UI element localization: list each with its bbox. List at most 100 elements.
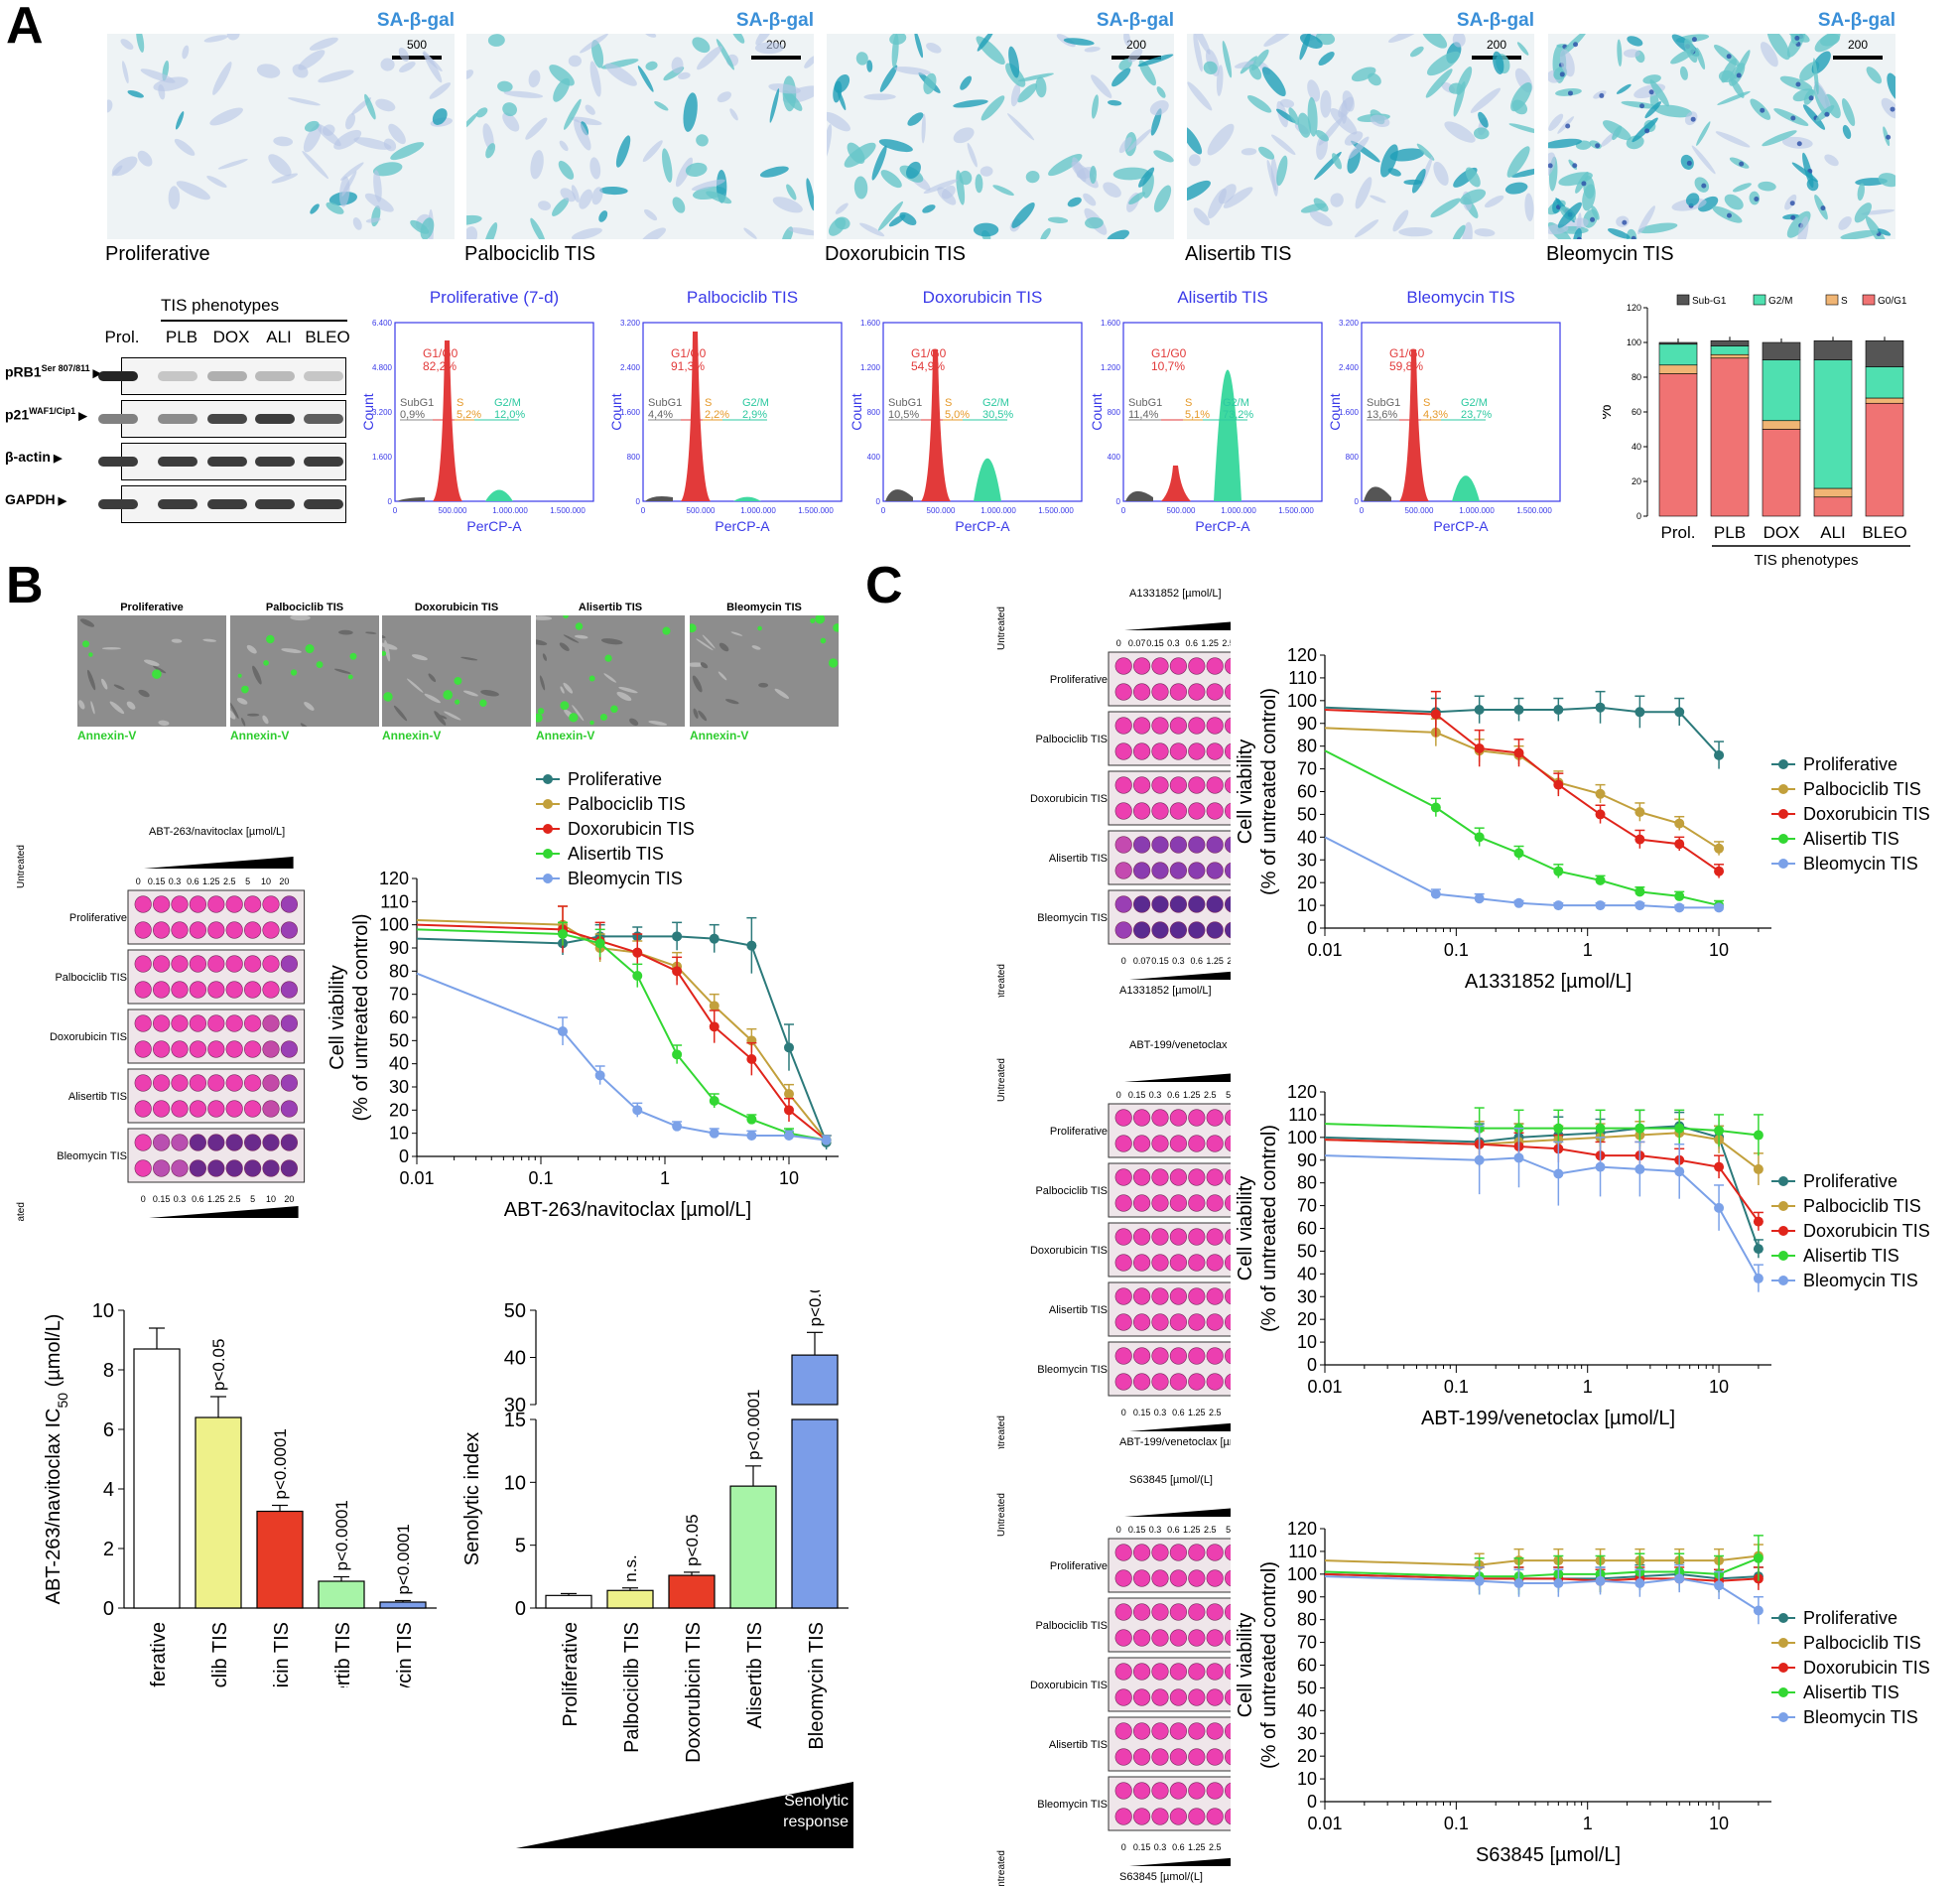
cell [290,615,311,621]
cell [1797,216,1809,239]
cell [497,80,513,92]
plate-well [1133,1722,1151,1740]
flow-xlabel: PerCP-A [955,518,1010,534]
blot-band [158,414,197,424]
plate-conc-bottom: 0 [1121,956,1126,966]
cell [382,621,383,642]
flow-xtick: 0 [393,506,398,515]
dose-wedge-bottom [1129,1857,1231,1866]
cell [1791,162,1819,183]
cell [1842,98,1856,127]
gate-g1-value: 59,8% [1389,359,1423,373]
cell [209,107,243,126]
cell [729,108,738,121]
cell [1510,82,1532,112]
cell [599,186,628,196]
gate-s-label: S [457,397,463,409]
cell [1307,79,1321,102]
data-point [672,931,683,942]
x-label: ABT-263/navitoclax [µmol/L] [504,1199,751,1221]
cell [398,47,410,62]
cell [1370,114,1390,127]
data-point [709,1128,719,1139]
series-bleomycin-tis [1324,836,1725,913]
cell [1103,182,1121,198]
plate-well [1151,1313,1169,1331]
plate-well [207,1014,225,1032]
nucleus [1644,128,1650,134]
plate-well [189,895,206,913]
annexin-positive-cell [560,701,570,711]
plate-well [207,921,225,939]
flow-ytick: 0 [1355,497,1360,506]
plate-well [1133,921,1151,939]
plate-well [1133,1808,1151,1825]
data-point [1513,848,1524,859]
plate-row-label: Palbociclib TIS [1035,1620,1108,1632]
gate-s-value: 5,2% [457,409,481,421]
plate-conc-bottom: 0 [1121,1842,1126,1852]
plate-well [1206,802,1224,820]
y-tick-label: 10 [1297,1332,1317,1352]
y-tick-label: 40 [1297,1264,1317,1283]
y-tick-label: 120 [1287,1519,1317,1539]
cell [1506,146,1530,178]
plate-well [1114,1782,1132,1800]
flow-xtick: 0 [881,506,886,515]
cell [1111,67,1131,87]
cell [246,644,257,654]
cell [769,88,780,123]
cell [79,618,95,627]
y-tick-label: 100 [1287,1564,1317,1584]
data-point [746,1131,757,1141]
plate-well [1206,862,1224,879]
x-tick-label: 0.01 [399,1168,434,1188]
nucleus [1572,163,1578,169]
cell [1276,155,1288,187]
plate-conc-bottom: 2.5 [1209,1842,1222,1852]
nucleus [1890,106,1895,112]
cell [806,178,814,211]
plate-well [1133,1688,1151,1706]
data-point [746,1054,757,1064]
g2-peak [1214,369,1241,501]
plate-conc-top: 0.15 [1146,638,1164,648]
plate-conc-bottom: 0.15 [1151,956,1169,966]
cell [380,58,395,71]
cell [834,73,850,93]
cell [174,138,196,156]
cell [345,113,356,130]
cell [1691,145,1716,175]
flow-xlabel: PerCP-A [466,518,522,534]
fit-curve [1324,1554,1760,1566]
flow-ytick: 2.400 [620,363,641,372]
plate-row-label: Bleomycin TIS [1037,1799,1108,1811]
cell [1389,148,1425,162]
plate-conc-top: 0 [1116,638,1121,648]
cell [922,204,936,213]
stain-label: SA-β-gal [1817,10,1895,31]
data-point [1714,866,1725,876]
cell [641,227,667,239]
flow-plot-5: Bleomycin TIS 0 800 1.600 2.400 3.200 0 500.000… [1327,288,1561,534]
cell [835,202,849,214]
plate-well [1169,1313,1187,1331]
dose-wedge-top [1124,1508,1231,1517]
plate-well [1169,1194,1187,1212]
plate-well [1206,1748,1224,1766]
cell [1452,34,1466,48]
fit-curve [416,928,827,1142]
y-tick-label: 50 [1297,804,1317,824]
y-label: % [1603,404,1615,419]
plate-well [1225,683,1231,701]
cell [247,713,260,717]
plate-well [171,1040,189,1058]
plate-well [1206,1313,1224,1331]
plate-well [207,955,225,973]
legend-label: Doxorubicin TIS [1803,1658,1930,1678]
g1-peak [1399,349,1429,501]
plate-well [1133,836,1151,854]
flow-ytick: 800 [1108,408,1121,417]
annexin-positive-cell [455,699,460,705]
x-tick-label: 10 [1709,940,1729,960]
